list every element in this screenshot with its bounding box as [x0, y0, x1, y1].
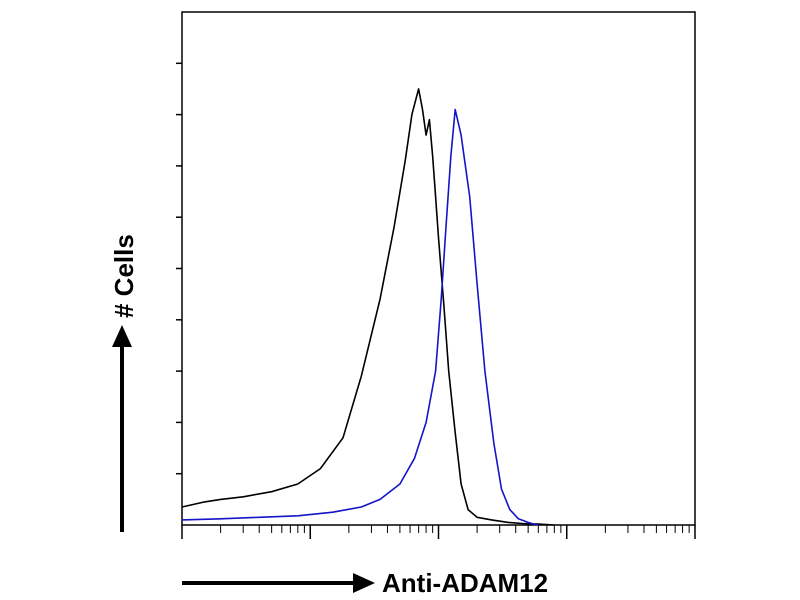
- x-axis-label: Anti-ADAM12: [382, 568, 548, 598]
- plot-frame: [181, 11, 696, 526]
- y-axis-arrow-head: [112, 325, 132, 347]
- histogram-series-2: [181, 108, 539, 526]
- series-layer: [181, 88, 555, 526]
- x-axis-arrow-head: [353, 573, 375, 593]
- histogram-series-1: [181, 88, 555, 526]
- y-axis-label: # Cells: [109, 234, 139, 318]
- x-axis-ticks: [181, 525, 696, 539]
- y-axis-ticks: [176, 62, 182, 475]
